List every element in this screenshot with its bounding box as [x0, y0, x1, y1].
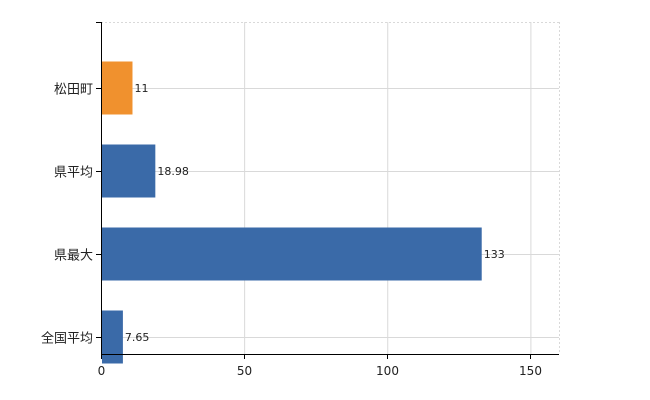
- x-tick-label-1: 50: [237, 364, 252, 378]
- category-label-2: 県最大: [54, 249, 93, 264]
- category-label-3: 全国平均: [41, 331, 93, 347]
- category-label-1: 県平均: [54, 166, 93, 181]
- x-tick-label-0: 0: [98, 364, 106, 378]
- bar-3: [102, 310, 123, 364]
- bar-2: [102, 227, 482, 281]
- bar-0: [102, 61, 133, 115]
- data-label-0: 11: [134, 82, 148, 95]
- data-label-3: 7.65: [125, 331, 150, 344]
- data-label-2: 133: [484, 248, 505, 261]
- x-tick-label-2: 100: [376, 364, 399, 378]
- grid-lines: [101, 22, 560, 354]
- axes: [96, 22, 559, 359]
- category-label-0: 松田町: [54, 83, 93, 98]
- bars: [102, 61, 482, 364]
- data-label-1: 18.98: [157, 165, 189, 178]
- x-tick-label-3: 150: [519, 364, 542, 378]
- bar-1: [102, 144, 156, 198]
